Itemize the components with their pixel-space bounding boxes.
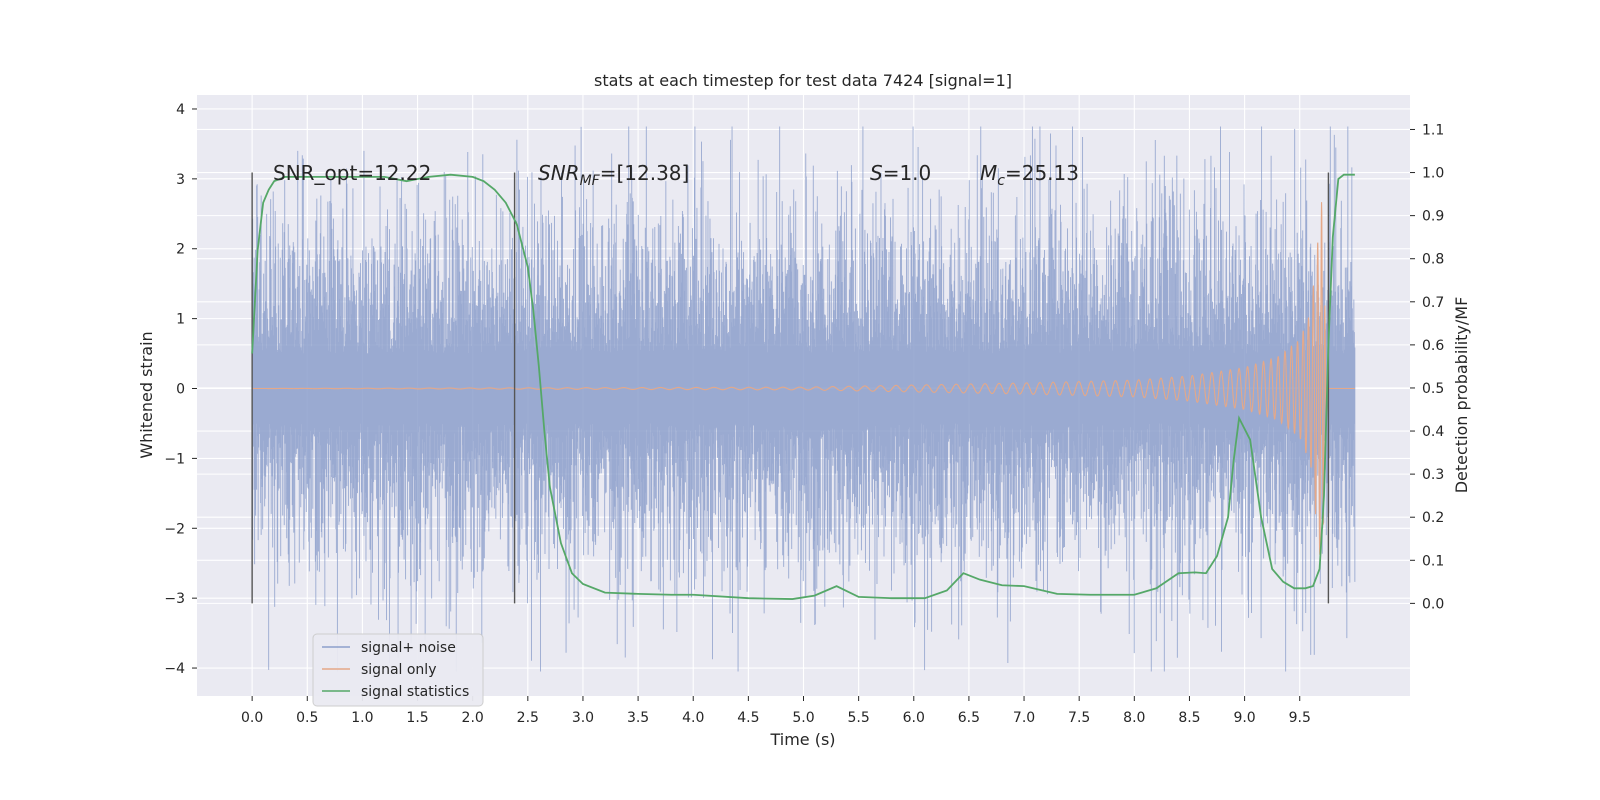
y2-tick-label-1: 0.1: [1422, 553, 1444, 569]
x-tick-label-11: 5.5: [848, 710, 870, 726]
legend-label-signal-noise: signal+ noise: [361, 640, 456, 656]
y2-tick-label-11: 1.1: [1422, 122, 1444, 138]
x-tick-label-13: 6.5: [958, 710, 980, 726]
y-tick-label-0: −4: [164, 661, 185, 677]
x-tick-label-3: 1.5: [406, 710, 428, 726]
y2-tick-label-10: 1.0: [1422, 166, 1444, 182]
y-axis-label: Whitened strain: [137, 331, 156, 458]
annotation-mc: Mc=25.13: [980, 161, 1079, 189]
y2-tick-label-5: 0.5: [1422, 381, 1444, 397]
y2-ticks: 0.0 0.1 0.2 0.3 0.4 0.5 0.6 0.7 0.8 0.9 1.0 1.1: [1410, 122, 1444, 612]
y-tick-label-7: 3: [176, 172, 185, 188]
annotations: SNR_opt=12.22 SNRMF=[12.38] S=1.0 Mc=25.…: [273, 161, 1079, 189]
x-tick-label-19: 9.5: [1289, 710, 1311, 726]
legend-box: [312, 633, 484, 707]
y-tick-label-2: −2: [164, 521, 185, 537]
y2-tick-label-9: 0.9: [1422, 209, 1444, 225]
x-tick-label-5: 2.5: [517, 710, 539, 726]
annotation-snr-mf-base: SNR: [538, 161, 580, 185]
x-tick-label-8: 4.0: [682, 710, 704, 726]
annotation-mc-value: =25.13: [1005, 161, 1079, 185]
annotation-snr-opt: SNR_opt=12.22: [273, 161, 431, 185]
x-tick-label-14: 7.0: [1013, 710, 1035, 726]
y2-tick-label-7: 0.7: [1422, 295, 1444, 311]
y-tick-label-4: 0: [176, 382, 185, 398]
annotation-mc-sub: c: [997, 173, 1005, 189]
annotation-s-base: S: [870, 161, 883, 185]
x-tick-label-10: 5.0: [792, 710, 814, 726]
series-signal-only: [252, 202, 1355, 555]
x-tick-label-12: 6.0: [903, 710, 925, 726]
y-tick-label-8: 4: [176, 102, 185, 118]
annotation-s: S=1.0: [870, 161, 931, 185]
y-tick-label-6: 2: [176, 242, 185, 258]
y2-tick-label-4: 0.4: [1422, 424, 1444, 440]
y2-tick-label-8: 0.8: [1422, 252, 1444, 268]
y-tick-label-1: −3: [164, 591, 185, 607]
y2-axis-label: Detection probability/MF: [1452, 297, 1471, 494]
x-tick-label-16: 8.0: [1123, 710, 1145, 726]
x-axis-label: Time (s): [769, 730, 835, 749]
y2-tick-label-3: 0.3: [1422, 467, 1444, 483]
annotation-mc-base: M: [980, 161, 997, 185]
y-ticks: −4 −3 −2 −1 0 1 2 3 4: [164, 102, 197, 677]
x-tick-label-9: 4.5: [737, 710, 759, 726]
legend-label-signal-only: signal only: [361, 662, 436, 678]
y2-tick-label-2: 0.2: [1422, 510, 1444, 526]
legend: signal+ noise signal only signal statist…: [312, 633, 484, 707]
series-signal-statistics: [251, 173, 1355, 600]
y2-tick-label-6: 0.6: [1422, 338, 1444, 354]
y-tick-label-3: −1: [164, 451, 185, 467]
annotation-snr-mf-sub: MF: [580, 173, 601, 189]
annotation-snr-mf: SNRMF=[12.38]: [538, 161, 689, 189]
legend-label-signal-statistics: signal statistics: [361, 684, 469, 700]
x-tick-label-6: 3.0: [572, 710, 594, 726]
y2-tick-label-0: 0.0: [1422, 596, 1444, 612]
annotation-snr-mf-value: =[12.38]: [600, 161, 690, 185]
signal-statistics-line: [251, 173, 1355, 600]
x-tick-label-0: 0.0: [241, 710, 263, 726]
x-tick-label-4: 2.0: [462, 710, 484, 726]
annotation-s-value: =1.0: [883, 161, 932, 185]
x-tick-label-18: 9.0: [1233, 710, 1255, 726]
vertical-markers: [251, 172, 1330, 604]
x-tick-label-15: 7.5: [1068, 710, 1090, 726]
chart-title: stats at each timestep for test data 742…: [594, 71, 1012, 90]
x-ticks: 0.0 0.5 1.0 1.5 2.0 2.5 3.0 3.5 4.0 4.5 5.0 5.5 6.0 6…: [241, 696, 1311, 726]
x-tick-label-7: 3.5: [627, 710, 649, 726]
signal-only-line: [252, 202, 1355, 555]
x-tick-label-2: 1.0: [351, 710, 373, 726]
y-tick-label-5: 1: [176, 312, 185, 328]
x-tick-label-17: 8.5: [1178, 710, 1200, 726]
x-tick-label-1: 0.5: [296, 710, 318, 726]
